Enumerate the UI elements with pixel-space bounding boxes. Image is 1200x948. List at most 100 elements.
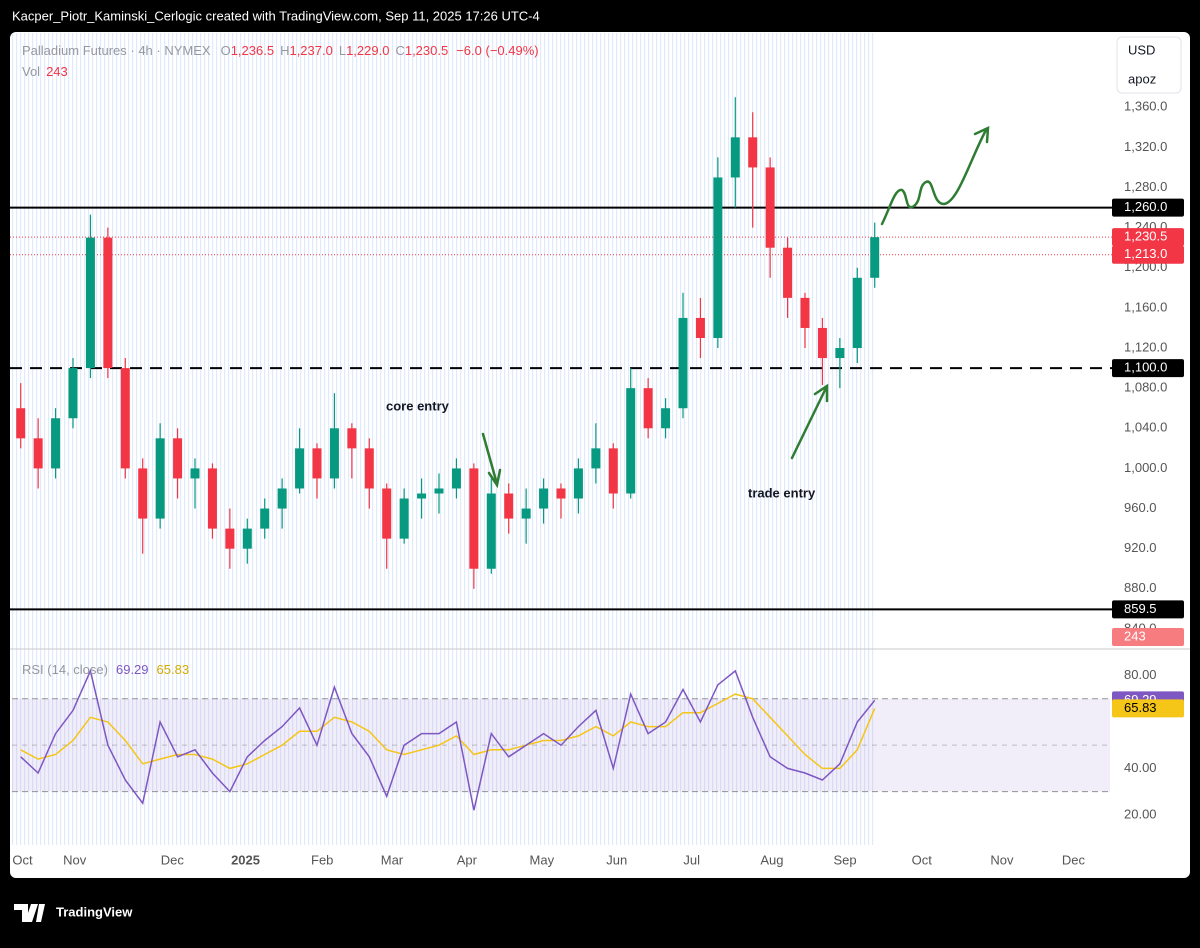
level-label-box bbox=[1112, 198, 1184, 217]
l-key: L bbox=[339, 43, 346, 58]
h-key: H bbox=[280, 43, 289, 58]
rsi-legend: RSI (14, close) 69.29 65.83 bbox=[22, 662, 189, 677]
volume-label: 243 bbox=[1124, 628, 1146, 643]
level-label: 859.5 bbox=[1124, 601, 1157, 616]
scale-buttons[interactable] bbox=[1116, 36, 1182, 94]
candle-body bbox=[312, 448, 322, 479]
x-tick-label: Feb bbox=[311, 852, 333, 867]
logo-mark bbox=[14, 904, 45, 922]
o: 1,236.5 bbox=[231, 43, 274, 58]
l: 1,229.0 bbox=[346, 43, 389, 58]
candle-body bbox=[277, 488, 287, 509]
o-key: O bbox=[221, 43, 231, 58]
c: 1,230.5 bbox=[405, 43, 448, 58]
vol-key: Vol bbox=[22, 64, 40, 79]
x-tick-label: Oct bbox=[12, 852, 33, 867]
candle-body bbox=[190, 468, 200, 479]
price-label-box bbox=[1112, 228, 1184, 247]
candle-body bbox=[608, 448, 618, 494]
candle-body bbox=[242, 528, 252, 549]
candle-body bbox=[817, 327, 827, 359]
currency[interactable]: USD bbox=[1128, 42, 1155, 57]
candle-body bbox=[661, 408, 671, 429]
annotation: core entry bbox=[386, 398, 450, 413]
x-tick-label: Nov bbox=[990, 852, 1014, 867]
price-label: 1,230.5 bbox=[1124, 229, 1167, 244]
candle-body bbox=[260, 508, 270, 529]
candle-body bbox=[138, 468, 148, 519]
candle-body bbox=[591, 448, 601, 469]
candle-body bbox=[626, 388, 636, 494]
candle-body bbox=[678, 317, 688, 409]
candle-body bbox=[120, 368, 130, 469]
x-tick-label: Mar bbox=[381, 852, 404, 867]
rsi-title: RSI (14, close) bbox=[22, 662, 108, 677]
candle-body bbox=[835, 348, 845, 359]
candle-body bbox=[783, 247, 793, 298]
candle-body bbox=[85, 237, 95, 369]
x-tick-label: May bbox=[530, 852, 555, 867]
annotation: trade entry bbox=[748, 485, 816, 500]
y-tick-label: 1,120.0 bbox=[1124, 339, 1167, 354]
arrow bbox=[481, 432, 502, 489]
brand-logo: TradingView bbox=[14, 904, 133, 922]
legend: Palladium Futures · 4h · NYMEX O1,236.5 H1… bbox=[22, 43, 539, 58]
candle-body bbox=[295, 448, 305, 489]
level-label-box bbox=[1112, 359, 1184, 378]
candle-body bbox=[347, 428, 357, 449]
candle-body bbox=[51, 418, 61, 469]
level-label-box bbox=[1112, 600, 1184, 619]
x-tick-label: Apr bbox=[457, 852, 478, 867]
candle-body bbox=[852, 277, 862, 349]
candle-body bbox=[33, 438, 43, 469]
candle-body bbox=[173, 438, 183, 479]
candle-body bbox=[573, 468, 583, 499]
candle-body bbox=[504, 493, 514, 519]
candle-body bbox=[748, 137, 758, 168]
y-tick-label: 1,280.0 bbox=[1124, 179, 1167, 194]
x-tick-label: Jul bbox=[683, 852, 700, 867]
volume-label-box bbox=[1112, 628, 1184, 646]
candle-body bbox=[225, 528, 235, 549]
arrow bbox=[790, 383, 829, 460]
scale-mode[interactable]: apoz bbox=[1128, 71, 1156, 86]
candle-body bbox=[329, 428, 339, 479]
level-label: 1,260.0 bbox=[1124, 199, 1167, 214]
candle-body bbox=[556, 488, 566, 499]
x-tick-label: Dec bbox=[161, 852, 185, 867]
candle-body bbox=[103, 237, 113, 369]
rsi-ma-line bbox=[20, 693, 876, 770]
rsi-ma-label: 65.83 bbox=[1124, 700, 1157, 715]
candle-body bbox=[695, 317, 705, 338]
y-tick-label: 1,040.0 bbox=[1124, 420, 1167, 435]
candle-body bbox=[434, 488, 444, 494]
candle-body bbox=[382, 488, 392, 539]
vol-legend: Vol 243 bbox=[22, 64, 68, 79]
y-tick-label: 1,360.0 bbox=[1124, 99, 1167, 114]
candle-body bbox=[521, 508, 531, 519]
candle-body bbox=[451, 468, 461, 489]
candle-body bbox=[539, 488, 549, 509]
rsi-value: 69.29 bbox=[116, 662, 149, 677]
brand: TradingView bbox=[56, 904, 133, 919]
price-label: 1,213.0 bbox=[1124, 246, 1167, 261]
rsi-ma-label-box bbox=[1112, 699, 1184, 718]
x-tick-label: Jun bbox=[606, 852, 627, 867]
rsi-tick-label: 80.00 bbox=[1124, 667, 1157, 682]
x-tick-label: Sep bbox=[834, 852, 857, 867]
x-tick-label: Aug bbox=[760, 852, 783, 867]
y-tick-label: 1,160.0 bbox=[1124, 299, 1167, 314]
h: 1,237.0 bbox=[289, 43, 332, 58]
candle-body bbox=[643, 388, 653, 429]
candle-body bbox=[730, 137, 740, 178]
y-tick-label: 1,000.0 bbox=[1124, 460, 1167, 475]
rsi-tick-label: 40.00 bbox=[1124, 760, 1157, 775]
candle-body bbox=[68, 368, 78, 419]
candle-body bbox=[486, 493, 496, 569]
candle-body bbox=[469, 468, 479, 569]
candle-body bbox=[713, 177, 723, 338]
y-tick-label: 1,320.0 bbox=[1124, 139, 1167, 154]
candle-body bbox=[800, 297, 810, 328]
caption: Kacper_Piotr_Kaminski_Cerlogic created w… bbox=[12, 8, 540, 23]
candle-body bbox=[765, 167, 775, 248]
